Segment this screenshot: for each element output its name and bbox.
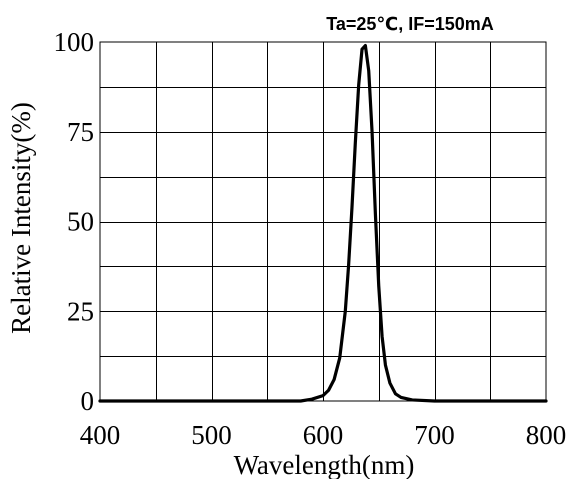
y-tick-labels: 0 25 50 75 100 <box>54 27 95 416</box>
y-tick-label: 0 <box>81 386 95 416</box>
y-tick-label: 75 <box>67 117 94 147</box>
y-tick-label: 50 <box>67 207 94 237</box>
grid <box>100 42 546 401</box>
plot-frame <box>99 41 547 402</box>
x-tick-label: 700 <box>414 420 455 450</box>
x-tick-label: 500 <box>191 420 232 450</box>
x-axis-label: Wavelength(nm) <box>234 450 415 479</box>
x-tick-label: 600 <box>303 420 344 450</box>
chart-title: Ta=25℃, IF=150mA <box>326 14 494 34</box>
y-tick-label: 100 <box>54 27 95 57</box>
y-axis-label: Relative Intensity(%) <box>6 102 36 334</box>
spectrum-curve <box>98 43 548 403</box>
x-tick-label: 400 <box>80 420 121 450</box>
x-tick-label: 800 <box>526 420 567 450</box>
x-tick-labels: 400 500 600 700 800 <box>80 420 567 450</box>
y-tick-label: 25 <box>67 296 94 326</box>
